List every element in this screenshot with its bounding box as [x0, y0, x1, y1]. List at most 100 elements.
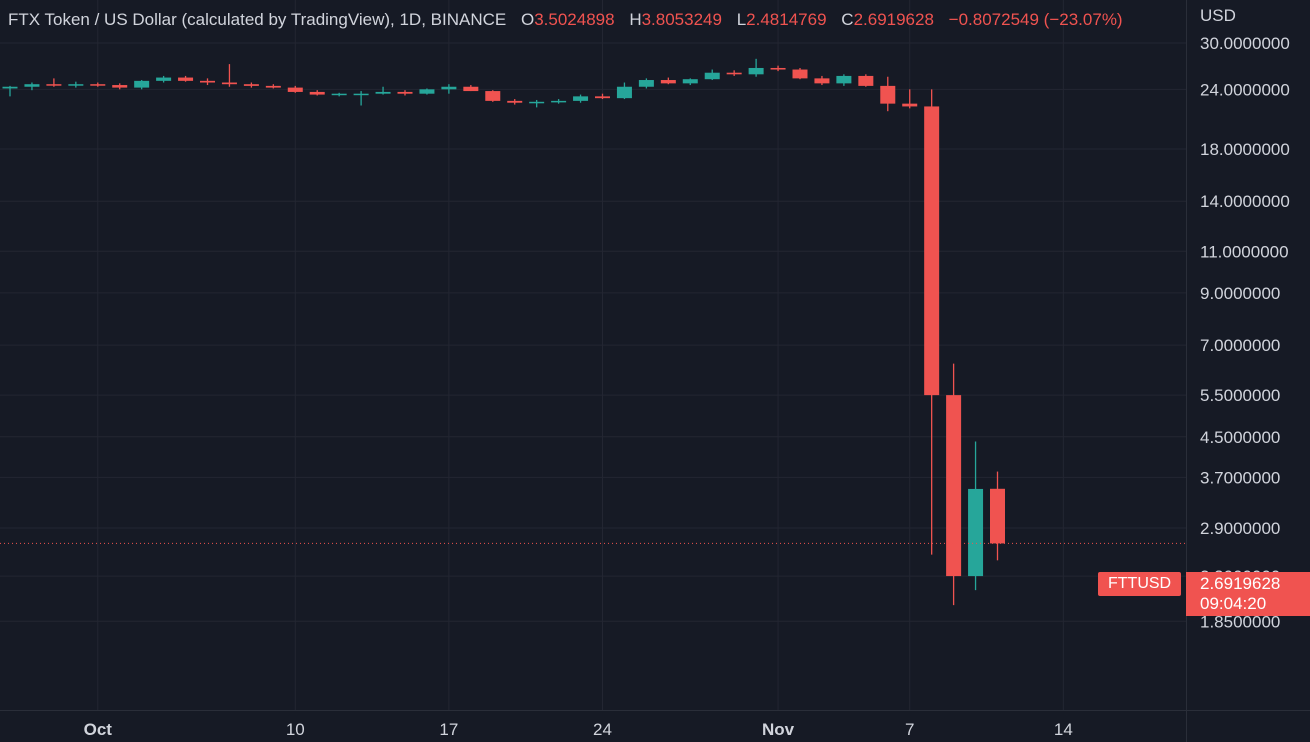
candle-body — [968, 488, 984, 577]
y-tick-label: 11.0000000 — [1200, 242, 1289, 261]
candle-body — [243, 84, 259, 86]
candle[interactable] — [265, 84, 281, 89]
candle[interactable] — [638, 78, 654, 89]
candle-body — [660, 80, 676, 84]
candle[interactable] — [990, 471, 1005, 561]
candle[interactable] — [178, 75, 194, 82]
candle-body — [682, 79, 698, 84]
candle-body — [792, 69, 808, 79]
x-tick-label: 24 — [593, 720, 612, 739]
candle[interactable] — [90, 82, 106, 87]
candle[interactable] — [463, 85, 479, 92]
candle[interactable] — [770, 65, 786, 72]
candle[interactable] — [441, 84, 457, 94]
candle[interactable] — [924, 89, 940, 555]
currency-label[interactable]: USD — [1200, 6, 1236, 25]
candle[interactable] — [507, 99, 523, 105]
y-tick-label: 30.0000000 — [1200, 34, 1290, 53]
candle-body — [287, 87, 303, 92]
candle-body — [221, 82, 237, 85]
candle[interactable] — [704, 69, 720, 81]
candle[interactable] — [792, 67, 808, 80]
candle[interactable] — [880, 76, 896, 112]
y-tick-label: 14.0000000 — [1200, 192, 1290, 211]
candle[interactable] — [2, 85, 18, 97]
y-tick-label: 4.5000000 — [1200, 428, 1280, 447]
x-tick-label: Oct — [84, 720, 113, 739]
candle[interactable] — [551, 99, 567, 104]
candle-body — [112, 85, 128, 88]
y-tick-label: 1.8500000 — [1200, 612, 1280, 631]
candle[interactable] — [419, 88, 435, 95]
legend-close-value: 2.6919628 — [853, 10, 934, 29]
candle[interactable] — [814, 75, 830, 86]
candle[interactable] — [375, 86, 391, 95]
candle[interactable] — [946, 363, 962, 606]
candle[interactable] — [353, 91, 369, 106]
candle-body — [178, 77, 194, 81]
candles[interactable] — [2, 58, 1006, 606]
candle-body — [375, 91, 391, 94]
candle[interactable] — [968, 441, 984, 591]
candle[interactable] — [660, 77, 676, 85]
candle-body — [419, 89, 435, 94]
legend-change: −0.8072549 (−23.07%) — [948, 10, 1123, 29]
candle-body — [331, 93, 347, 96]
candle[interactable] — [24, 82, 40, 91]
y-tick-label: 9.0000000 — [1200, 284, 1280, 303]
candle[interactable] — [616, 82, 632, 100]
candle-body — [397, 91, 413, 94]
candle-body — [726, 72, 742, 75]
candle[interactable] — [726, 70, 742, 76]
candle-body — [529, 101, 545, 104]
candle[interactable] — [858, 74, 874, 87]
candle[interactable] — [221, 64, 237, 87]
candle[interactable] — [682, 78, 698, 86]
candle-body — [880, 85, 896, 104]
candle-body — [946, 395, 962, 577]
candle[interactable] — [573, 94, 589, 103]
candle-body — [507, 100, 523, 103]
y-tick-label: 3.7000000 — [1200, 468, 1280, 487]
candle-body — [134, 80, 150, 88]
candle-body — [616, 86, 632, 99]
candle-body — [68, 84, 84, 86]
candle-body — [156, 77, 172, 81]
candle-body — [573, 96, 589, 101]
x-tick-label: 17 — [439, 720, 458, 739]
candle-body — [90, 84, 106, 86]
legend-high-label: H — [629, 10, 642, 29]
legend-title: FTX Token / US Dollar (calculated by Tra… — [8, 10, 507, 29]
last-price-value: 2.6919628 — [1200, 574, 1281, 593]
candle-body — [814, 78, 830, 84]
candle[interactable] — [902, 89, 918, 109]
plot-area[interactable] — [0, 0, 1186, 710]
candle[interactable] — [112, 83, 128, 90]
candle[interactable] — [200, 78, 215, 86]
grid — [0, 0, 1186, 710]
candle[interactable] — [836, 74, 852, 86]
candle[interactable] — [243, 82, 259, 88]
candle[interactable] — [309, 90, 325, 96]
candle-body — [441, 86, 457, 90]
y-tick-label: 2.9000000 — [1200, 519, 1280, 538]
candle[interactable] — [156, 75, 172, 83]
candle[interactable] — [748, 58, 764, 77]
candle[interactable] — [331, 92, 347, 97]
candle[interactable] — [68, 81, 84, 88]
candle-body — [265, 85, 281, 88]
y-tick-label: 7.0000000 — [1200, 336, 1280, 355]
candle-body — [836, 75, 852, 84]
candle[interactable] — [529, 99, 545, 108]
candle[interactable] — [397, 90, 413, 96]
candle[interactable] — [595, 93, 610, 100]
candle[interactable] — [485, 90, 501, 102]
x-tick-label: Nov — [762, 720, 795, 739]
candle[interactable] — [46, 78, 62, 87]
candle[interactable] — [134, 80, 150, 90]
candle[interactable] — [287, 85, 303, 93]
candle-body — [858, 75, 874, 86]
candle-body — [704, 72, 720, 80]
